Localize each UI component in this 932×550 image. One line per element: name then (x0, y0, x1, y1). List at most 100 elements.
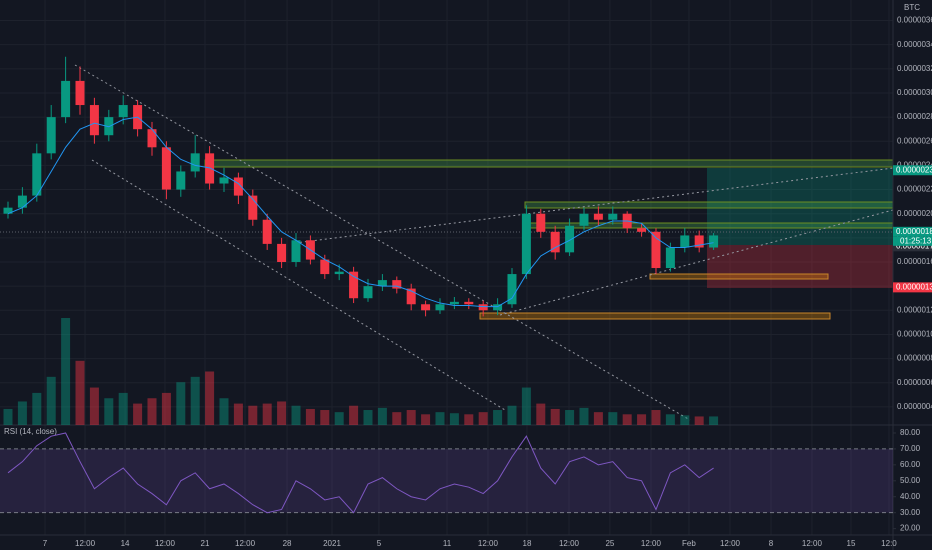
candle-body (377, 280, 387, 287)
volume-bar (205, 371, 215, 425)
candle-body (579, 213, 589, 226)
candle-body (3, 207, 13, 214)
candle-body (536, 213, 546, 232)
candle-body (493, 304, 503, 311)
volume-bar (507, 405, 517, 425)
rsi-tick-label: 40.00 (900, 492, 921, 501)
candle-body (219, 177, 229, 184)
volume-bar (133, 403, 143, 425)
candle-body (46, 117, 56, 154)
countdown-badge (893, 236, 932, 246)
resistance-zone (524, 201, 894, 209)
price-badge-label: 0.00000139 (896, 282, 932, 291)
volume-bar (46, 376, 56, 425)
rsi-tick-label: 80.00 (900, 428, 921, 437)
countdown-label: 01:25:13 (900, 236, 932, 245)
candle-body (233, 177, 243, 196)
candle-body (291, 240, 301, 263)
volume-bar (3, 408, 13, 425)
y-tick-label: 0.00000280 (897, 112, 932, 121)
x-tick-label: 8 (769, 539, 774, 548)
candle-body (665, 247, 675, 269)
support-zone (649, 273, 829, 280)
candle-body (421, 304, 431, 311)
y-tick-label: 0.00000200 (897, 209, 932, 218)
candle-body (205, 153, 215, 184)
candle-body (89, 105, 99, 136)
y-tick-label: 0.00000300 (897, 88, 932, 97)
candle-body (694, 235, 704, 248)
x-tick-label: 7 (43, 539, 48, 548)
candle-body (349, 271, 359, 299)
long-stop-zone (707, 245, 893, 288)
x-tick-label: 11 (443, 539, 452, 548)
volume-bar (565, 410, 575, 425)
volume-bar (680, 415, 690, 425)
price-badge (893, 165, 932, 176)
volume-bar (32, 392, 42, 425)
volume-bar (248, 405, 258, 425)
y-tick-label: 0.00000220 (897, 185, 932, 194)
y-tick-label: 0.00000360 (897, 16, 932, 25)
candle-body (392, 280, 402, 289)
volume-bar (406, 410, 416, 425)
candle-body (161, 147, 171, 190)
volume-bar (118, 392, 128, 425)
volume-bar (694, 416, 704, 425)
candle-body (507, 274, 517, 305)
candle-body (478, 304, 488, 311)
price-badge (893, 226, 932, 237)
candle-body (593, 213, 603, 220)
volume-bar (233, 403, 243, 425)
candle-body (637, 228, 647, 232)
x-tick-label: Feb (682, 539, 696, 548)
volume-bar (147, 398, 157, 425)
volume-bar (104, 398, 114, 425)
trend-line (294, 167, 894, 244)
volume-bar (363, 410, 373, 425)
candle-body (565, 225, 575, 253)
moving-average (7, 116, 714, 308)
x-tick-label: 12:00 (478, 539, 499, 548)
x-tick-label: 28 (283, 539, 292, 548)
rsi-tick-label: 30.00 (900, 508, 921, 517)
y-tick-label: 0.00000040 (897, 402, 932, 411)
candle-body (680, 235, 690, 248)
x-tick-label: 12:00 (720, 539, 741, 548)
volume-bar (421, 414, 431, 425)
volume-bar (334, 412, 344, 425)
rsi-tick-label: 50.00 (900, 476, 921, 485)
volume-bar (464, 414, 474, 425)
volume-bar (637, 414, 647, 425)
trend-line (74, 64, 691, 421)
volume-bar (550, 408, 560, 425)
x-tick-label: 2021 (323, 539, 341, 548)
candle-body (320, 259, 330, 275)
volume-bar (521, 387, 531, 425)
volume-bar (665, 414, 675, 425)
candle-body (248, 195, 258, 220)
y-tick-label: 0.00000340 (897, 40, 932, 49)
x-tick-label: 12:00 (75, 539, 96, 548)
x-tick-label: 14 (121, 539, 130, 548)
volume-bar (593, 412, 603, 425)
y-tick-label: 0.00000060 (897, 378, 932, 387)
x-tick-label: 12:00 (802, 539, 823, 548)
volume-bar (89, 387, 99, 425)
volume-bar (651, 410, 661, 425)
support-zone (479, 312, 831, 320)
candle-body (190, 153, 200, 172)
volume-bar (579, 407, 589, 425)
volume-bar (493, 410, 503, 425)
volume-bar (75, 360, 85, 425)
indicator-title: RSI (14, close) (4, 427, 57, 436)
x-tick-label: 12:00 (559, 539, 580, 548)
rsi-tick-label: 60.00 (900, 460, 921, 469)
volume-bar (17, 401, 27, 425)
y-tick-label: 0.00000080 (897, 354, 932, 363)
y-tick-label: 0.00000240 (897, 161, 932, 170)
y-tick-label: 0.00000320 (897, 64, 932, 73)
candle-body (334, 271, 344, 275)
volume-bar (219, 398, 229, 425)
